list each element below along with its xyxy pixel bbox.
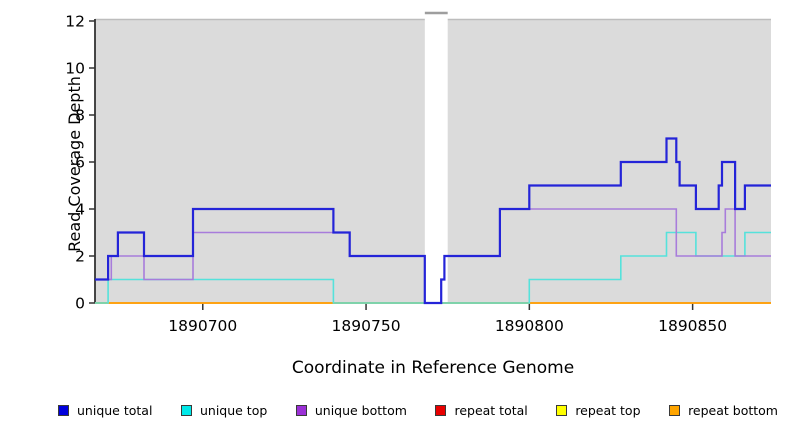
coverage-plot-canvas: 0 2 4 6 8 10 12 1890700 1890750 1890800 1890850 [65,11,771,335]
legend-label: unique bottom [314,402,407,418]
series-line-unique-total [95,137,771,305]
legend-swatch-icon [180,404,192,416]
legend-item-repeat-total: repeat total [435,402,528,418]
x-tick-label: 1890700 [168,317,237,335]
y-tick-label: 12 [65,13,85,31]
legend-swatch-icon [295,404,307,416]
legend-label: repeat bottom [688,402,778,418]
x-axis-title: Coordinate in Reference Genome [291,358,575,378]
x-tick-label: 1890850 [658,317,727,335]
legend-label: unique top [199,402,268,418]
legend-label: repeat top [575,402,641,418]
legend-item-repeat-bottom: repeat bottom [669,403,778,418]
gap-band [424,13,448,303]
y-tick-label: 8 [75,107,85,125]
y-tick-label: 10 [65,60,85,78]
y-tick-label: 4 [75,201,85,219]
legend-item-unique-top: unique top [180,402,268,418]
y-tick-label: 2 [75,248,85,266]
y-tick-label: 6 [75,154,85,172]
x-tick-label: 1890800 [495,317,564,335]
legend: unique total unique top unique bottom repea… [0,399,792,421]
legend-label: unique total [77,402,153,418]
legend-item-repeat-top: repeat top [556,402,641,418]
legend-swatch-icon [58,404,69,416]
legend-swatch-icon [435,404,447,416]
x-tick-label: 1890750 [332,317,401,335]
legend-item-unique-total: unique total [58,403,152,418]
legend-item-unique-bottom: unique bottom [295,402,407,418]
legend-label: repeat total [454,402,528,418]
legend-swatch-icon [556,404,568,416]
y-tick-label: 0 [75,295,85,313]
y-axis-title: Read Coverage Depth [65,76,84,252]
legend-swatch-icon [669,404,681,416]
